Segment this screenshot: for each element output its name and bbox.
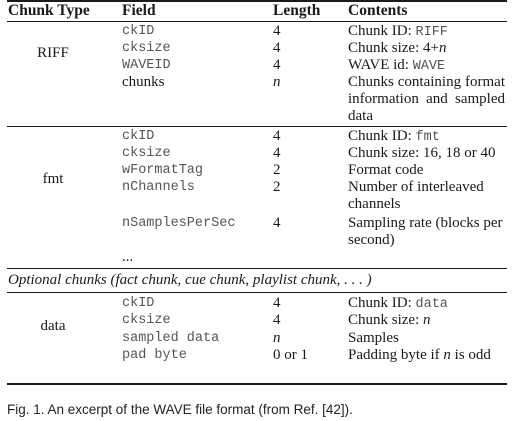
fmt-contents-nchannels: Number of interleaved channels <box>348 179 484 212</box>
fmt-field-ellipsis: ... <box>122 249 134 265</box>
contents-text: Chunk ID: <box>348 128 416 144</box>
data-length-pad-byte: 0 or 1 <box>273 347 308 363</box>
data-length-ckid: 4 <box>273 295 281 311</box>
optional-rule <box>7 292 507 293</box>
riff-field-waveid: WAVEID <box>122 58 171 73</box>
contents-var: n <box>443 347 451 363</box>
contents-code: fmt <box>415 130 440 145</box>
contents-text: Chunk ID: <box>348 295 416 311</box>
data-contents-pad-byte: Padding byte if n is odd <box>348 347 505 364</box>
contents-text: Padding byte if <box>348 347 444 363</box>
contents-var: n <box>423 312 431 328</box>
fmt-length-nsamplespersec: 4 <box>273 215 281 231</box>
fmt-contents-nsamplespersec: Sampling rate (blocks per second) <box>348 215 503 248</box>
header-field: Field <box>122 2 156 19</box>
chunk-type-fmt: fmt <box>42 171 64 187</box>
data-field-ckid: ckID <box>122 296 155 311</box>
fmt-length-cksize: 4 <box>273 145 281 161</box>
contents-text: Chunk size: <box>348 312 423 328</box>
fmt-field-nchannels: nChannels <box>122 180 195 195</box>
riff-length-chunks: n <box>273 74 281 90</box>
header-chunk-type: Chunk Type <box>8 2 90 19</box>
optional-chunks-note: Optional chunks (fact chunk, cue chunk, … <box>8 272 372 288</box>
fmt-field-cksize: cksize <box>122 146 171 161</box>
riff-contents-ckid: Chunk ID: RIFF <box>348 23 448 41</box>
fmt-field-wformattag: wFormatTag <box>122 163 204 178</box>
contents-text: Chunk size: 4+ <box>348 40 439 56</box>
figure-caption: Fig. 1. An excerpt of the WAVE file form… <box>7 402 353 417</box>
bottom-rule <box>7 383 507 385</box>
contents-code: data <box>415 297 448 312</box>
riff-length-ckid: 4 <box>273 23 281 39</box>
riff-rule <box>7 126 507 127</box>
chunk-type-riff: RIFF <box>37 45 69 61</box>
riff-field-chunks: chunks <box>122 74 165 90</box>
contents-code: WAVE <box>412 59 446 74</box>
fmt-length-wformattag: 2 <box>273 162 281 178</box>
fmt-contents-wformattag: Format code <box>348 162 424 178</box>
data-field-pad-byte: pad byte <box>122 348 187 363</box>
fmt-field-ckid: ckID <box>122 129 155 144</box>
fmt-field-nsamplespersec: nSamplesPerSec <box>122 216 236 231</box>
fmt-length-ckid: 4 <box>273 128 281 144</box>
top-rule <box>7 0 507 2</box>
contents-var: n <box>438 40 447 56</box>
fmt-length-nchannels: 2 <box>273 179 281 195</box>
data-field-cksize: cksize <box>122 313 171 328</box>
contents-suffix: is odd <box>450 347 491 363</box>
header-rule <box>7 21 507 22</box>
data-field-sampled-data: sampled data <box>122 331 220 346</box>
riff-length-cksize: 4 <box>273 40 281 56</box>
riff-contents-cksize: Chunk size: 4+n <box>348 40 446 57</box>
data-length-cksize: 4 <box>273 312 281 328</box>
header-length: Length <box>273 2 321 19</box>
data-contents-cksize: Chunk size: n <box>348 312 431 329</box>
contents-code: RIFF <box>415 25 448 40</box>
riff-length-waveid: 4 <box>273 57 281 73</box>
riff-contents-waveid: WAVE id: WAVE <box>348 57 445 75</box>
fmt-rule <box>7 268 507 269</box>
riff-field-cksize: cksize <box>122 41 171 56</box>
riff-field-ckid: ckID <box>122 24 155 39</box>
fmt-contents-cksize: Chunk size: 16, 18 or 40 <box>348 145 496 161</box>
fmt-contents-ckid: Chunk ID: fmt <box>348 128 440 146</box>
contents-text: WAVE id: <box>348 57 413 73</box>
chunk-type-data: data <box>40 318 66 334</box>
riff-contents-chunks: Chunks containing format information and… <box>348 74 505 124</box>
data-contents-ckid: Chunk ID: data <box>348 295 448 313</box>
data-contents-sampled-data: Samples <box>348 330 399 346</box>
contents-text: Chunk ID: <box>348 23 416 39</box>
data-length-sampled-data: n <box>273 330 281 346</box>
header-contents: Contents <box>348 2 408 19</box>
